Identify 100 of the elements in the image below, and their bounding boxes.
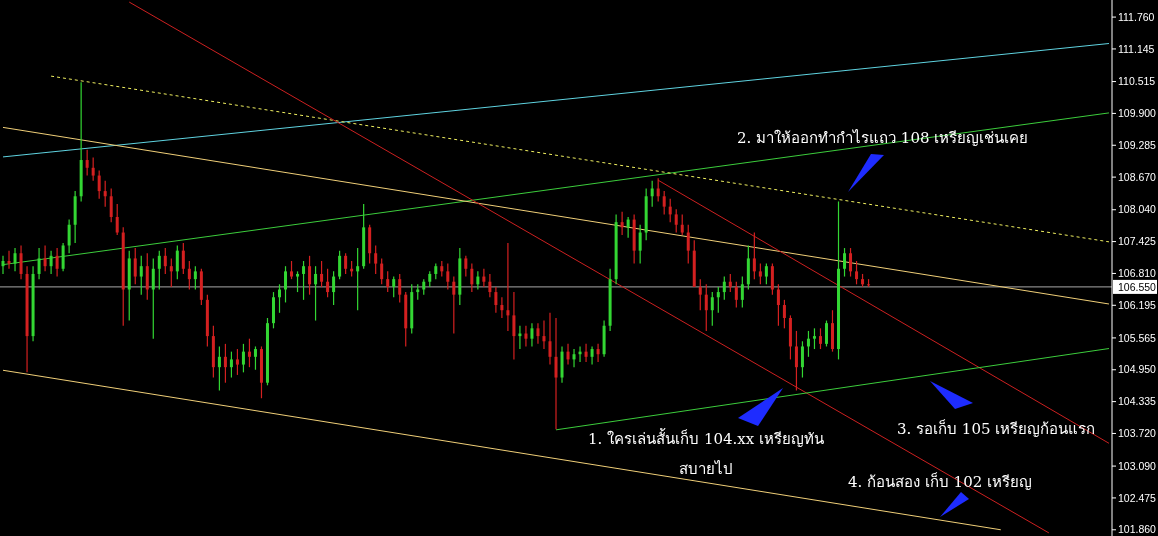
y-tick-label: 107.425 bbox=[1118, 235, 1157, 248]
candlestick bbox=[650, 180, 654, 208]
candlestick bbox=[85, 149, 89, 177]
candlestick bbox=[157, 250, 161, 291]
candlestick bbox=[716, 286, 720, 314]
candlestick bbox=[686, 224, 690, 265]
candlestick bbox=[187, 260, 191, 291]
candlestick bbox=[374, 244, 378, 275]
y-tick-label: 104.335 bbox=[1118, 395, 1157, 408]
candlestick bbox=[843, 247, 847, 278]
candlestick bbox=[722, 275, 726, 301]
y-tick-label: 111.145 bbox=[1118, 42, 1155, 55]
y-tick-label: 110.515 bbox=[1118, 75, 1156, 88]
ref-line-label: 106.550 bbox=[1118, 280, 1157, 293]
candlestick bbox=[464, 255, 468, 278]
candlestick bbox=[284, 265, 288, 304]
candlestick bbox=[674, 208, 678, 234]
candlestick bbox=[758, 263, 762, 285]
candlestick bbox=[770, 263, 774, 296]
candlestick bbox=[542, 319, 546, 350]
candlestick bbox=[97, 169, 101, 200]
y-tick-label: 104.950 bbox=[1118, 363, 1157, 376]
y-tick-label: 109.900 bbox=[1118, 107, 1157, 120]
candlestick bbox=[181, 242, 185, 275]
candlestick bbox=[217, 345, 221, 392]
candlestick bbox=[849, 247, 853, 278]
candlestick bbox=[806, 330, 810, 358]
annotation: 1. ใครเล่นสั้นเก็บ 104.xx เหรียญทัน สบายไป bbox=[588, 428, 824, 478]
candlestick bbox=[43, 244, 47, 272]
candlestick bbox=[482, 268, 486, 288]
candlestick bbox=[386, 270, 390, 293]
candlestick bbox=[338, 250, 342, 280]
candlestick bbox=[109, 187, 113, 223]
candlestick bbox=[247, 338, 251, 368]
candlestick bbox=[356, 247, 360, 311]
candlestick bbox=[91, 156, 95, 182]
y-tick-label: 109.285 bbox=[1118, 138, 1157, 151]
candlestick bbox=[19, 244, 23, 280]
candlestick bbox=[837, 200, 841, 360]
y-tick-label: 105.565 bbox=[1118, 331, 1157, 344]
candlestick bbox=[776, 283, 780, 327]
candlestick bbox=[163, 247, 167, 275]
candlestick bbox=[326, 268, 330, 298]
candlestick bbox=[752, 231, 756, 280]
candlestick bbox=[740, 275, 744, 309]
candlestick bbox=[584, 343, 588, 363]
candlestick bbox=[320, 260, 324, 288]
candlestick bbox=[506, 242, 510, 332]
candlestick bbox=[662, 190, 666, 215]
candlestick bbox=[169, 257, 173, 288]
y-tick-label: 102.475 bbox=[1118, 491, 1157, 504]
candlestick bbox=[734, 281, 738, 309]
candlestick bbox=[590, 345, 594, 366]
y-tick-label: 101.860 bbox=[1118, 523, 1157, 536]
candlestick bbox=[548, 312, 552, 366]
candlestick bbox=[680, 213, 684, 236]
candlestick bbox=[452, 275, 456, 335]
candlestick bbox=[67, 218, 71, 254]
candlestick bbox=[229, 351, 233, 379]
candlestick bbox=[398, 273, 402, 304]
candlestick bbox=[308, 255, 312, 296]
candlestick bbox=[470, 263, 474, 293]
candlestick bbox=[193, 265, 197, 291]
candlestick bbox=[145, 252, 149, 301]
candlestick bbox=[764, 263, 768, 285]
candlestick bbox=[446, 263, 450, 291]
candlestick bbox=[265, 317, 269, 386]
candlestick bbox=[831, 309, 834, 353]
candlestick bbox=[698, 278, 702, 311]
candlestick bbox=[380, 257, 384, 285]
candlestick bbox=[55, 247, 59, 278]
candlestick bbox=[620, 211, 624, 236]
candlestick bbox=[278, 283, 281, 314]
candlestick bbox=[133, 247, 137, 285]
candlestick bbox=[392, 275, 396, 298]
candlestick bbox=[572, 348, 576, 368]
y-tick-label: 108.670 bbox=[1118, 170, 1157, 183]
candlestick bbox=[494, 286, 498, 314]
candlestick bbox=[296, 270, 300, 293]
candlestick bbox=[115, 203, 119, 236]
candlestick bbox=[554, 317, 558, 430]
candlestick bbox=[290, 260, 294, 280]
candlestick bbox=[103, 180, 107, 208]
candlestick bbox=[253, 345, 257, 371]
candlestick bbox=[824, 319, 828, 348]
candlestick bbox=[500, 296, 504, 319]
candlestick bbox=[710, 291, 714, 327]
y-tick-label: 108.040 bbox=[1118, 203, 1157, 216]
candlestick bbox=[241, 343, 245, 373]
candlestick bbox=[530, 322, 534, 348]
candlestick bbox=[668, 198, 672, 223]
candlestick bbox=[512, 291, 516, 360]
candlestick bbox=[271, 291, 275, 329]
candlestick bbox=[812, 327, 816, 350]
candlestick bbox=[314, 265, 318, 322]
candlestick bbox=[566, 343, 570, 366]
y-tick-label: 103.720 bbox=[1118, 427, 1157, 440]
candlestick bbox=[488, 273, 492, 298]
y-tick-label: 106.810 bbox=[1118, 267, 1157, 280]
candlestick bbox=[476, 270, 480, 291]
